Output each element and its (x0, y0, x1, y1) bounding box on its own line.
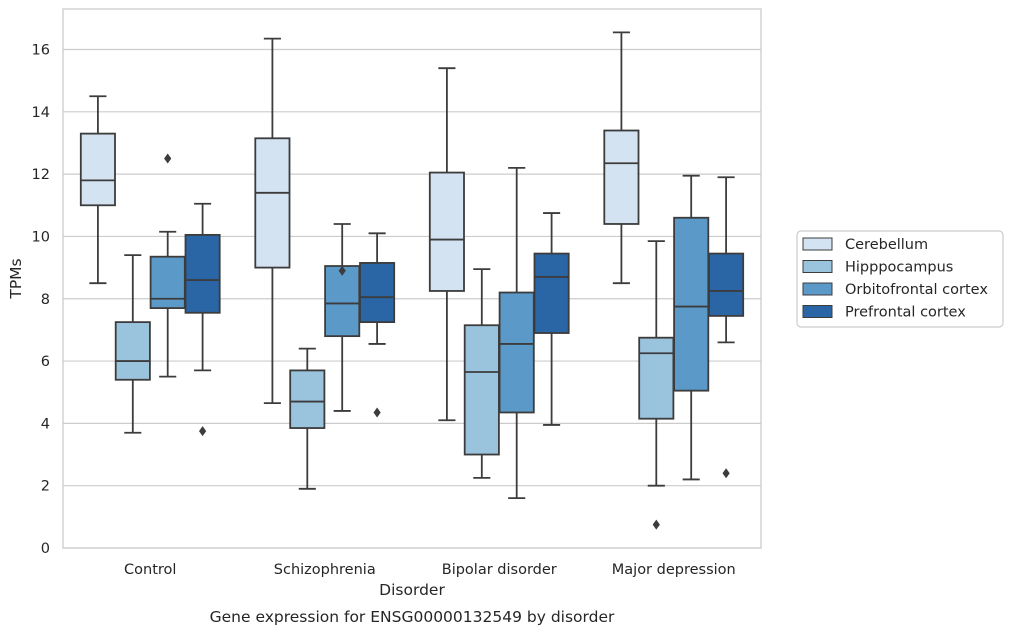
x-tick-label: Control (124, 562, 176, 578)
box-body (324, 265, 361, 338)
box-body (428, 171, 465, 292)
y-tick-label: 0 (41, 541, 50, 557)
legend-swatch (802, 237, 833, 251)
legend: Cerebellum Hipppocampus Orbitofrontal cort… (796, 230, 1004, 328)
box-body (533, 252, 570, 334)
box-hipppocampus (463, 268, 500, 479)
box-orbitofrontal-cortex (324, 223, 361, 412)
box-prefrontal-cortex (533, 212, 570, 426)
box-cerebellum (603, 31, 640, 285)
box-body (79, 132, 116, 207)
y-tick-label: 12 (32, 167, 50, 183)
legend-label: Hipppocampus (845, 260, 953, 276)
legend-swatch (802, 260, 833, 273)
box-body (359, 262, 396, 324)
box-body (149, 255, 186, 309)
x-axis-label: Disorder (379, 581, 445, 599)
outlier-point (338, 265, 346, 276)
outlier-point (164, 153, 172, 164)
outlier-point (199, 426, 207, 437)
box-body (114, 321, 151, 381)
box-body (463, 324, 500, 456)
legend-label: Cerebellum (845, 237, 928, 253)
y-tick-label: 16 (32, 43, 50, 59)
chart-title: Gene expression for ENSG00000132549 by d… (210, 608, 615, 626)
legend-label: Prefrontal cortex (845, 305, 966, 321)
x-tick-label: Major depression (612, 562, 736, 578)
box-cerebellum (79, 95, 116, 285)
legend-frame (796, 230, 1004, 328)
box-orbitofrontal-cortex (498, 166, 535, 500)
y-tick-labels: 0 2 4 6 8 10 12 14 16 (32, 43, 50, 557)
box-cerebellum (254, 37, 291, 405)
legend-swatch (802, 305, 833, 318)
box-hipppocampus (289, 347, 326, 490)
box-body (254, 137, 291, 269)
x-tick-labels: Control Schizophrenia Bipolar disorder Majo… (124, 562, 736, 578)
legend-swatch (802, 282, 833, 296)
x-tick-label: Bipolar disorder (442, 562, 557, 578)
box-body (184, 233, 221, 314)
box-hipppocampus (114, 254, 151, 434)
box-cerebellum (428, 67, 465, 422)
box-prefrontal-cortex (359, 232, 396, 418)
y-tick-label: 14 (32, 105, 50, 121)
y-tick-label: 6 (41, 354, 50, 370)
box-body (289, 369, 326, 429)
box-orbitofrontal-cortex (149, 153, 186, 378)
y-axis-label: TPMs (7, 258, 25, 299)
box-prefrontal-cortex (184, 202, 221, 437)
box-prefrontal-cortex (708, 176, 745, 479)
box-body (638, 336, 675, 420)
y-tick-label: 10 (32, 229, 50, 245)
y-tick-label: 4 (41, 416, 50, 432)
outlier-point (652, 519, 660, 530)
plot-frame (62, 8, 762, 549)
box-body (603, 129, 640, 225)
box-hipppocampus (638, 240, 675, 530)
y-tick-label: 8 (41, 292, 50, 308)
y-tick-label: 2 (41, 479, 50, 495)
legend-label: Orbitofrontal cortex (845, 282, 988, 298)
box-body (673, 216, 710, 392)
boxes (79, 31, 745, 530)
box-body (708, 252, 745, 317)
x-tick-label: Schizophrenia (274, 562, 376, 578)
outlier-point (373, 407, 381, 418)
outlier-point (722, 468, 730, 479)
box-orbitofrontal-cortex (673, 174, 710, 481)
box-body (498, 291, 535, 414)
